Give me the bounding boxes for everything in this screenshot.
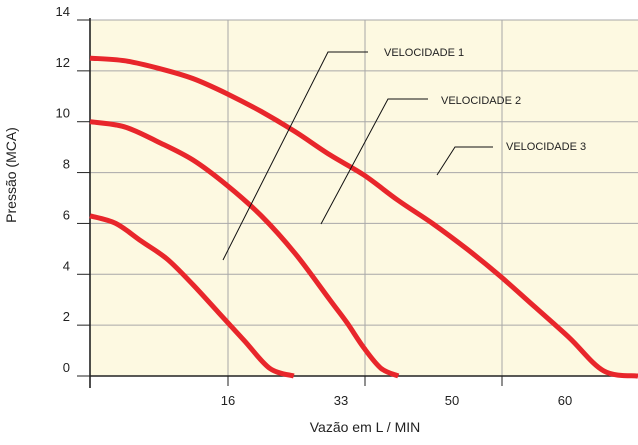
y-tick-label: 14 — [56, 4, 70, 19]
series-lines — [89, 55, 638, 379]
annotation-leader-1 — [222, 51, 368, 261]
annotation-label: VELOCIDADE 2 — [441, 95, 521, 107]
x-axis-title: Vazão em L / MIN — [310, 419, 420, 435]
x-tick-label: 33 — [334, 393, 348, 408]
annotation-leader-3 — [436, 146, 493, 176]
series-line-velocidade-2 — [89, 119, 400, 379]
y-tick-label: 12 — [56, 55, 70, 70]
annotation-label: VELOCIDADE 1 — [384, 47, 464, 59]
series-line-velocidade-3 — [89, 213, 295, 379]
series-line-velocidade-1 — [89, 55, 638, 379]
y-tick-label: 2 — [63, 309, 70, 324]
y-tick-label: 6 — [63, 207, 70, 222]
axes — [89, 18, 638, 388]
y-tick-label: 8 — [63, 157, 70, 172]
tick-labels: 0 2 4 6 8 10 12 14 16 33 50 60 — [56, 4, 573, 408]
annotation-label: VELOCIDADE 3 — [506, 141, 586, 153]
x-tick-label: 16 — [221, 393, 235, 408]
x-tick-label: 60 — [558, 393, 572, 408]
y-tick-label: 0 — [63, 360, 70, 375]
annotation-leader-2 — [320, 98, 428, 225]
y-tick-label: 4 — [63, 258, 70, 273]
grid-lines — [90, 19, 638, 376]
annotations: VELOCIDADE 1 VELOCIDADE 2 VELOCIDADE 3 — [222, 47, 586, 261]
y-axis-title: Pressão (MCA) — [3, 127, 19, 223]
y-tick-label: 10 — [56, 106, 70, 121]
x-tick-label: 50 — [445, 393, 459, 408]
